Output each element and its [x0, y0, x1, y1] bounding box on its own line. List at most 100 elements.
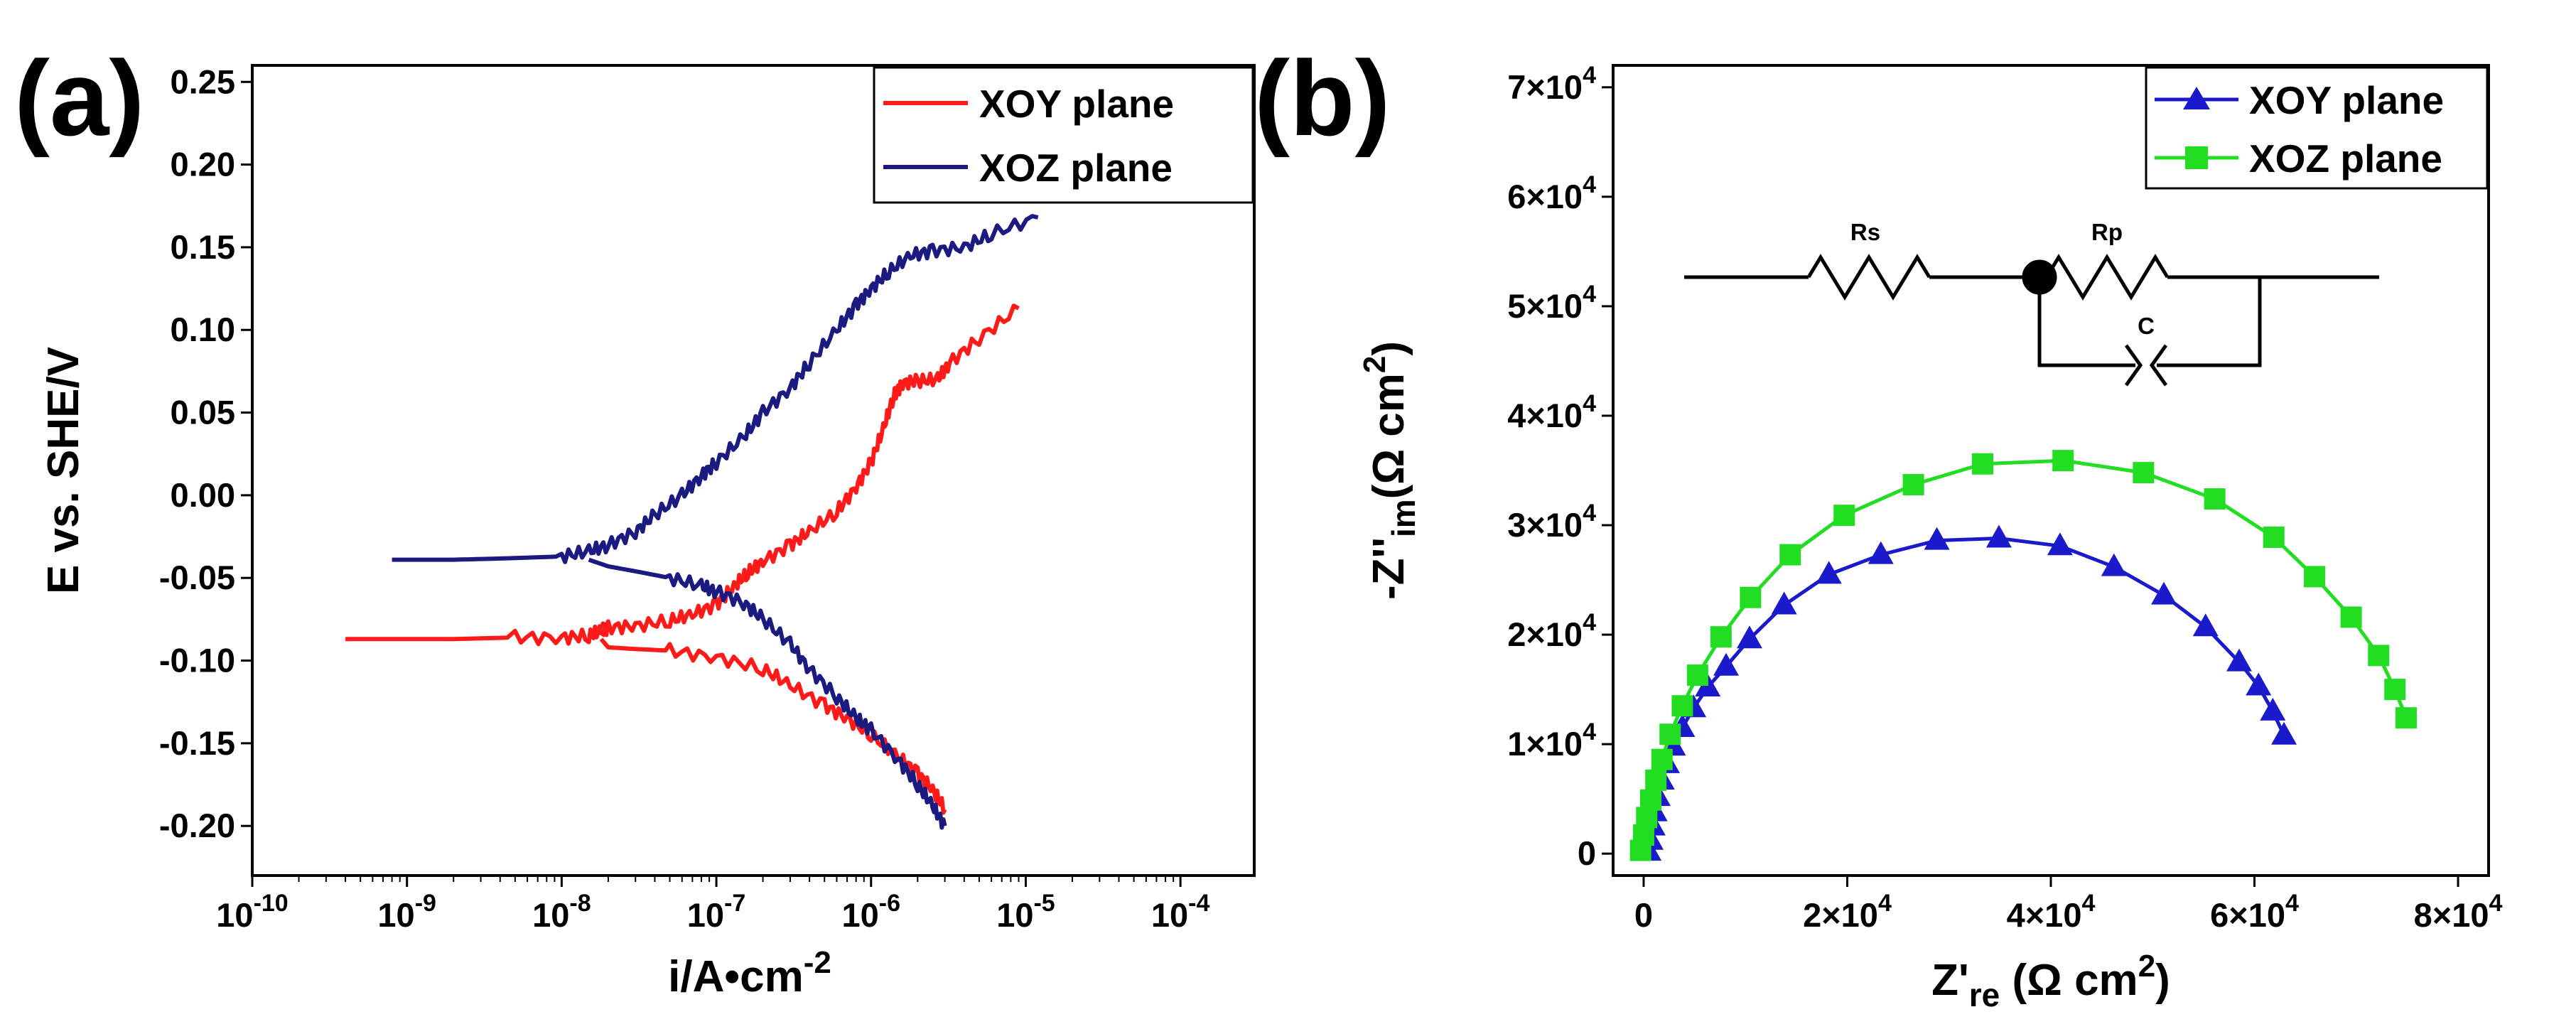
panel-a-y-axis-title: E vs. SHE/V: [39, 347, 88, 594]
series-xoy-plane-point: [2047, 532, 2073, 556]
series-xoz-plane-point: [1710, 626, 1732, 648]
panel-a-y-tick-label: 0.05: [171, 394, 235, 431]
panel-b-nyquist-chart: (b) 0 2×104 4×104 6×104 8×104 0 1×104 2×104 3×10…: [1254, 38, 2502, 1013]
series-xoy-plane-point: [1985, 524, 2012, 548]
legend-b-xoy-label: XOY plane: [2249, 78, 2444, 122]
legend-a-xoy-label: XOY plane: [979, 82, 1174, 126]
series-xoz-plane-point: [1902, 474, 1924, 496]
series-xoz-plane-point: [1651, 748, 1673, 770]
series-xoz-plane-anodic-curve: [392, 214, 1039, 564]
panel-b-x-tick-label: 0: [1634, 896, 1653, 934]
series-xoy-plane-point: [2151, 581, 2177, 605]
panel-b-series: [1629, 450, 2417, 861]
capacitor-branch-wire-left: [2037, 277, 2135, 367]
panel-a-y-tick-label: 0.25: [171, 63, 235, 100]
series-xoz-plane-point: [2304, 566, 2326, 588]
panel-b-y-tick-label: 7×104: [1507, 62, 1596, 106]
series-xoy-plane-point: [1736, 625, 1762, 649]
series-xoy-plane-line: [1647, 536, 2286, 852]
series-xoz-plane-point: [1686, 664, 1708, 686]
panel-a-series: [345, 214, 1039, 830]
panel-a-x-tick-label: 10-9: [377, 890, 436, 934]
series-xoy-plane-point: [2260, 697, 2286, 721]
series-xoz-plane-point: [1972, 453, 1994, 475]
panel-b-ticks: 0 2×104 4×104 6×104 8×104 0 1×104 2×104 3×104 4×1…: [1507, 62, 2502, 934]
panel-b-plot-frame: [1612, 64, 2490, 877]
rs-label: Rs: [1850, 219, 1880, 245]
series-xoy-plane-point: [1868, 541, 1894, 564]
series-xoz-plane-point: [1833, 505, 1855, 527]
series-xoy-plane-point: [1771, 591, 1797, 615]
panel-a-x-tick-label: 10-6: [841, 890, 900, 934]
series-xoz-plane-point: [2368, 645, 2390, 667]
series-xoy-plane-cathodic-curve: [599, 637, 947, 815]
series-xoz-plane-point: [1659, 723, 1681, 745]
panel-a-y-tick-label: -0.05: [159, 559, 235, 596]
series-xoy-plane-point: [1713, 652, 1740, 676]
series-xoz-plane-point: [1779, 544, 1801, 566]
panel-a-y-tick-label: 0.20: [171, 146, 235, 183]
series-xoy-plane-point: [2101, 553, 2127, 576]
series-xoy-plane-anodic-curve: [345, 303, 1020, 647]
panel-a-y-tick-label: -0.15: [159, 724, 235, 762]
panel-b-y-tick-label: 1×104: [1507, 718, 1596, 763]
series-xoz-plane-point: [2133, 462, 2155, 484]
series-xoz-plane-point: [2263, 526, 2285, 548]
panel-b-y-tick-label: 3×104: [1507, 500, 1596, 544]
panel-b-y-tick-label: 0: [1578, 834, 1596, 872]
capacitor-plate-right: [2149, 344, 2168, 387]
panel-a-x-axis-title: i/A•cm-2: [668, 945, 831, 1001]
series-xoy-plane-point: [1816, 561, 1842, 584]
panel-b-y-tick-label: 2×104: [1507, 609, 1596, 653]
series-xoz-plane-point: [2384, 679, 2406, 701]
panel-a-x-tick-label: 10-7: [687, 890, 746, 934]
legend-a-xoz-label: XOZ plane: [979, 146, 1173, 190]
panel-a-y-tick-label: 0.10: [171, 311, 235, 348]
panel-b-x-tick-label: 2×104: [1803, 890, 1892, 934]
series-xoz-plane-point: [1740, 586, 1762, 608]
legend-b-xoz-square-marker: [2185, 146, 2208, 169]
panel-b-x-tick-label: 6×104: [2210, 890, 2299, 934]
series-xoz-plane-point: [2204, 488, 2226, 510]
series-xoz-plane-point: [1645, 769, 1667, 791]
panel-b-y-tick-label: 5×104: [1507, 281, 1596, 325]
panel-a-legend-box: [873, 66, 1254, 204]
series-xoy-plane-point: [2271, 721, 2297, 745]
panel-a-x-tick-label: 10-8: [532, 890, 591, 934]
panel-a-y-tick-label: 0.00: [171, 476, 235, 514]
panel-b-legend: XOY plane XOZ plane: [2145, 66, 2489, 190]
panel-b-y-tick-label: 4×104: [1507, 390, 1596, 434]
series-xoz-plane-line: [1639, 458, 2408, 851]
panel-a-y-tick-label: 0.15: [171, 228, 235, 266]
panel-a-y-tick-label: -0.10: [159, 642, 235, 679]
panel-a-label: (a): [14, 38, 144, 158]
panel-a-x-tick-label: 10-5: [996, 890, 1055, 934]
panel-b-x-axis-title: Z're (Ω cm2): [1931, 949, 2170, 1013]
rp-label: Rp: [2091, 219, 2123, 245]
series-xoz-plane-point: [1640, 789, 1662, 811]
panel-a-x-tick-label: 10-10: [216, 890, 288, 934]
legend-b-xoy-triangle-marker: [2183, 87, 2210, 109]
panel-b-y-tick-label: 6×104: [1507, 171, 1596, 215]
panel-a-plot-frame: [251, 64, 1256, 877]
c-label: C: [2138, 313, 2155, 339]
panel-b-x-tick-label: 4×104: [2007, 890, 2096, 934]
panel-a-legend: XOY plane XOZ plane: [873, 66, 1254, 204]
panel-a-y-tick-label: -0.20: [159, 807, 235, 844]
series-xoy-plane-point: [2246, 672, 2272, 696]
capacitor-branch-wire-right: [2157, 277, 2262, 367]
series-xoz-plane-cathodic-curve: [588, 557, 947, 830]
legend-b-xoz-label: XOZ plane: [2249, 136, 2442, 181]
panel-a-polarization-chart: (a) 10-10 10-9 10-8 10-7 10-6 10-5 10-4 0.25 0.2…: [14, 38, 1256, 1001]
panel-b-y-axis-title: -Z''im(Ω cm2): [1357, 341, 1422, 600]
series-xoz-plane-point: [2340, 606, 2362, 628]
series-xoy-plane-point: [2226, 648, 2253, 672]
rp-resistor-symbol: [2044, 254, 2170, 301]
panel-b-label: (b): [1254, 38, 1391, 158]
series-xoz-plane-point: [2052, 450, 2074, 472]
series-xoz-plane-point: [1671, 695, 1693, 717]
equivalent-circuit-diagram: Rs Rp C: [1684, 219, 2379, 387]
panel-b-x-tick-label: 8×104: [2414, 890, 2503, 934]
series-xoy-plane-point: [2192, 613, 2219, 637]
